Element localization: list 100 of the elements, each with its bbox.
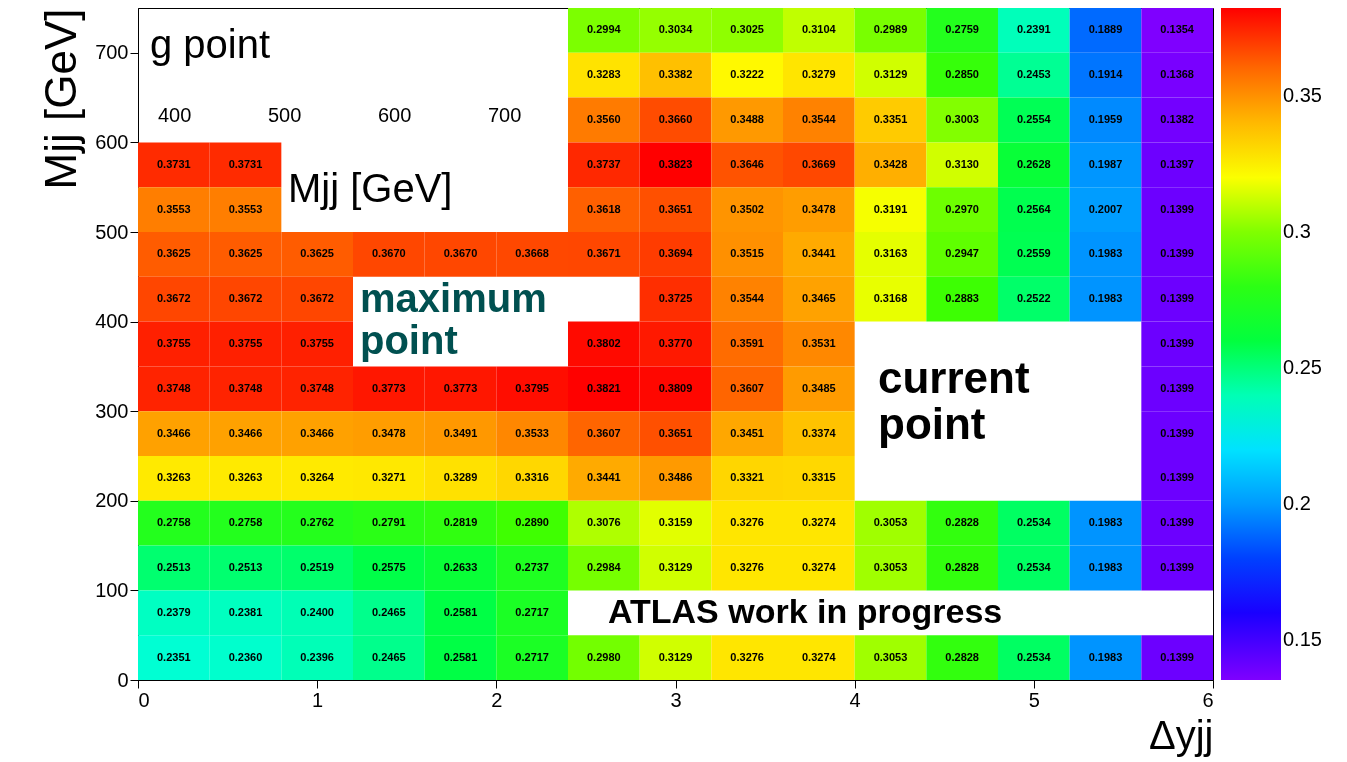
data-label: 0.2381 bbox=[228, 605, 263, 618]
data-label: 0.3486 bbox=[658, 471, 693, 484]
data-label: 0.3264 bbox=[300, 471, 335, 484]
data-label: 0.2890 bbox=[515, 516, 549, 529]
data-label: 0.2970 bbox=[945, 202, 979, 215]
data-label: 0.3130 bbox=[945, 157, 979, 170]
data-label: 0.3755 bbox=[157, 337, 191, 349]
x-tick-label: 5 bbox=[1028, 688, 1040, 711]
data-label: 0.2351 bbox=[157, 650, 191, 663]
data-label: 0.3374 bbox=[802, 426, 837, 439]
data-label: 0.1399 bbox=[1160, 471, 1194, 484]
data-label: 0.3544 bbox=[802, 113, 837, 125]
data-label: 0.1399 bbox=[1160, 247, 1194, 260]
data-label: 0.1983 bbox=[1088, 516, 1123, 529]
data-label: 0.2400 bbox=[300, 605, 334, 618]
data-label: 0.2396 bbox=[300, 650, 334, 663]
y-tick-label: 700 bbox=[95, 41, 129, 64]
data-label: 0.3276 bbox=[730, 650, 764, 663]
data-label: 0.3222 bbox=[730, 68, 764, 81]
y-tick-label: 500 bbox=[95, 220, 129, 243]
data-label: 0.3478 bbox=[372, 426, 406, 439]
data-label: 0.2819 bbox=[443, 516, 478, 529]
data-label: 0.3802 bbox=[587, 337, 621, 349]
data-label: 0.2947 bbox=[945, 247, 979, 260]
data-label: 0.3351 bbox=[873, 113, 908, 125]
data-label: 0.1399 bbox=[1160, 292, 1194, 305]
data-label: 0.3737 bbox=[587, 157, 621, 170]
data-label: 0.3159 bbox=[658, 516, 693, 529]
data-label: 0.3607 bbox=[587, 426, 621, 439]
data-label: 0.3809 bbox=[658, 381, 693, 394]
data-label: 0.2534 bbox=[1017, 516, 1052, 529]
data-label: 0.2762 bbox=[300, 516, 334, 529]
data-label: 0.2717 bbox=[515, 605, 549, 618]
annotation: 400 bbox=[158, 104, 192, 126]
data-label: 0.3315 bbox=[802, 471, 836, 484]
data-label: 0.2737 bbox=[515, 561, 549, 573]
data-label: 0.3025 bbox=[730, 23, 764, 36]
data-label: 0.1382 bbox=[1160, 113, 1194, 125]
data-label: 0.3466 bbox=[157, 426, 191, 439]
data-label: 0.3770 bbox=[658, 337, 693, 349]
color-bar-label: 0.2 bbox=[1283, 492, 1311, 515]
data-label: 0.3478 bbox=[802, 202, 836, 215]
data-label: 0.3263 bbox=[157, 471, 191, 484]
data-label: 0.3104 bbox=[802, 23, 837, 36]
y-tick-label: 0 bbox=[117, 668, 129, 691]
x-tick-label: 2 bbox=[491, 688, 503, 711]
data-label: 0.3607 bbox=[730, 381, 764, 394]
data-label: 0.2465 bbox=[372, 650, 406, 663]
data-label: 0.3731 bbox=[157, 157, 191, 170]
x-tick-label: 1 bbox=[312, 688, 324, 711]
data-label: 0.3748 bbox=[157, 381, 191, 394]
data-label: 0.2575 bbox=[372, 561, 406, 573]
data-label: 0.3669 bbox=[802, 157, 836, 170]
data-label: 0.3646 bbox=[730, 157, 764, 170]
data-label: 0.3279 bbox=[802, 68, 836, 81]
data-label: 0.3428 bbox=[873, 157, 908, 170]
data-label: 0.1397 bbox=[1160, 157, 1194, 170]
color-bar-label: 0.3 bbox=[1283, 220, 1311, 242]
data-label: 0.2534 bbox=[1017, 650, 1052, 663]
data-label: 0.3560 bbox=[587, 113, 621, 125]
data-label: 0.3672 bbox=[300, 292, 334, 305]
data-label: 0.3129 bbox=[873, 68, 908, 81]
data-label: 0.1399 bbox=[1160, 561, 1194, 573]
data-label: 0.2513 bbox=[157, 561, 191, 573]
data-label: 0.2758 bbox=[157, 516, 191, 529]
data-label: 0.2519 bbox=[300, 561, 334, 573]
data-label: 0.1914 bbox=[1088, 68, 1124, 81]
data-label: 0.3731 bbox=[228, 157, 263, 170]
data-label: 0.2391 bbox=[1017, 23, 1051, 36]
annotation: ATLAS work in progress bbox=[608, 592, 1003, 630]
x-tick-label: 6 bbox=[1202, 688, 1214, 711]
data-label: 0.3289 bbox=[443, 471, 478, 484]
x-tick-label: 3 bbox=[670, 688, 682, 711]
data-label: 0.3625 bbox=[157, 247, 191, 260]
data-label: 0.1983 bbox=[1088, 650, 1123, 663]
data-label: 0.2828 bbox=[945, 516, 979, 529]
data-label: 0.2980 bbox=[587, 650, 621, 663]
data-label: 0.2850 bbox=[945, 68, 979, 81]
y-axis-title: Mjj [GeV] bbox=[36, 8, 86, 190]
data-label: 0.3672 bbox=[157, 292, 191, 305]
data-label: 0.3488 bbox=[730, 113, 764, 125]
data-label: 0.3672 bbox=[228, 292, 263, 305]
data-label: 0.3465 bbox=[802, 292, 836, 305]
data-label: 0.3773 bbox=[443, 381, 478, 394]
x-tick-label: 0 bbox=[138, 688, 150, 711]
data-label: 0.3748 bbox=[228, 381, 263, 394]
data-label: 0.3274 bbox=[802, 516, 837, 529]
data-label: 0.1987 bbox=[1088, 157, 1123, 170]
data-label: 0.2513 bbox=[228, 561, 263, 573]
data-label: 0.3694 bbox=[658, 247, 694, 260]
data-label: 0.3553 bbox=[157, 202, 191, 215]
data-label: 0.3821 bbox=[587, 381, 621, 394]
data-label: 0.3274 bbox=[802, 650, 837, 663]
annotation: Mjj [GeV] bbox=[288, 166, 453, 210]
data-label: 0.3748 bbox=[300, 381, 334, 394]
data-label: 0.2554 bbox=[1017, 113, 1052, 125]
data-label: 0.3168 bbox=[873, 292, 908, 305]
data-label: 0.3668 bbox=[515, 247, 549, 260]
data-label: 0.3276 bbox=[730, 516, 764, 529]
y-tick-label: 600 bbox=[95, 130, 129, 153]
